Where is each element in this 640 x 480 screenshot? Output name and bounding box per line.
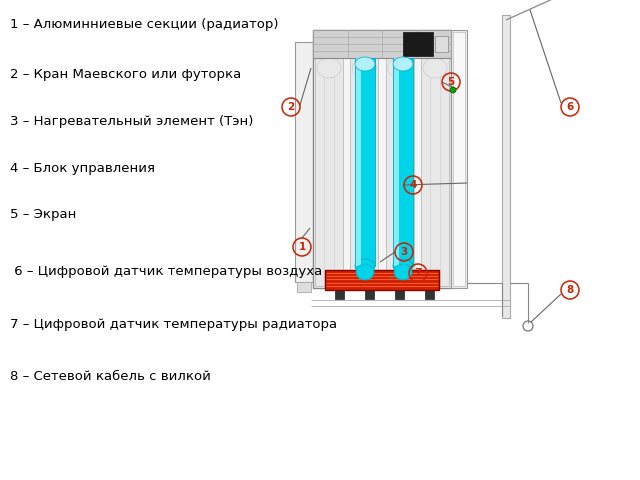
Ellipse shape bbox=[317, 58, 341, 78]
Bar bbox=[325, 270, 439, 290]
Ellipse shape bbox=[355, 57, 375, 71]
Text: 4: 4 bbox=[410, 180, 417, 190]
Ellipse shape bbox=[355, 259, 375, 273]
Ellipse shape bbox=[423, 58, 447, 78]
Bar bbox=[435, 36, 448, 52]
Ellipse shape bbox=[356, 264, 374, 280]
Bar bbox=[315, 58, 343, 286]
Bar bbox=[313, 30, 451, 58]
Bar bbox=[356, 58, 361, 266]
Text: 5 – Экран: 5 – Экран bbox=[10, 208, 76, 221]
Bar bbox=[350, 58, 378, 286]
Bar bbox=[403, 32, 433, 56]
Bar bbox=[395, 290, 404, 299]
Text: 3: 3 bbox=[401, 247, 408, 257]
Text: 4 – Блок управления: 4 – Блок управления bbox=[10, 162, 155, 175]
Text: 2: 2 bbox=[287, 102, 294, 112]
Bar bbox=[297, 282, 311, 292]
Bar bbox=[335, 290, 344, 299]
Text: 1 – Алюминниевые секции (радиатор): 1 – Алюминниевые секции (радиатор) bbox=[10, 18, 278, 31]
Ellipse shape bbox=[394, 264, 412, 280]
Bar bbox=[425, 290, 434, 299]
Ellipse shape bbox=[353, 58, 376, 78]
Circle shape bbox=[450, 87, 456, 93]
Text: 6: 6 bbox=[566, 102, 573, 112]
Bar bbox=[386, 58, 413, 286]
Text: 1: 1 bbox=[298, 242, 306, 252]
Bar bbox=[393, 58, 413, 266]
Text: 8: 8 bbox=[566, 285, 573, 295]
Text: 3 – Нагревательный элемент (Тэн): 3 – Нагревательный элемент (Тэн) bbox=[10, 115, 253, 128]
Bar bbox=[502, 15, 510, 318]
Ellipse shape bbox=[393, 57, 413, 71]
Ellipse shape bbox=[393, 259, 413, 273]
Text: 6 – Цифровой датчик температуры воздуха: 6 – Цифровой датчик температуры воздуха bbox=[10, 265, 323, 278]
Bar bbox=[394, 58, 399, 266]
Bar bbox=[295, 42, 313, 282]
Bar bbox=[313, 30, 451, 288]
Text: 5: 5 bbox=[447, 77, 454, 87]
Bar bbox=[365, 290, 374, 299]
Ellipse shape bbox=[388, 58, 412, 78]
Text: 7: 7 bbox=[414, 268, 422, 278]
Bar bbox=[453, 32, 465, 286]
Text: 8 – Сетевой кабель с вилкой: 8 – Сетевой кабель с вилкой bbox=[10, 370, 211, 383]
Bar bbox=[451, 30, 467, 288]
Text: 7 – Цифровой датчик температуры радиатора: 7 – Цифровой датчик температуры радиатор… bbox=[10, 318, 337, 331]
Text: 2 – Кран Маевского или футорка: 2 – Кран Маевского или футорка bbox=[10, 68, 241, 81]
Bar bbox=[355, 58, 375, 266]
Bar bbox=[421, 58, 449, 286]
